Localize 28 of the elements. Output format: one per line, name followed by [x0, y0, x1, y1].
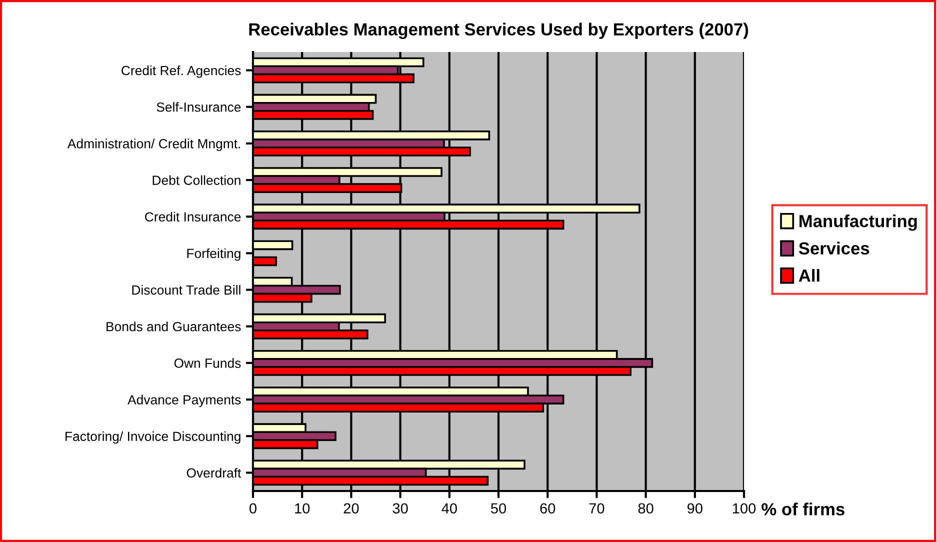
legend-label: Manufacturing	[800, 214, 917, 231]
y-tick-label: Debt Collection	[152, 175, 240, 185]
y-tick-label: Administration/ Credit Mngmt.	[67, 138, 240, 151]
y-tick-label: Forfeiting	[187, 248, 240, 261]
x-tick-label: 10	[295, 503, 310, 514]
y-tick-label: Credit Insurance	[145, 212, 241, 222]
y-tick-label: Advance Payments	[128, 394, 241, 408]
chart-title: Receivables Management Services Used by Exporters (2007)	[249, 22, 748, 40]
y-tick-label: Discount Trade Bill	[132, 285, 240, 295]
y-tick-label: Self-Insurance	[156, 102, 241, 112]
y-tick-label: Credit Ref. Agencies	[122, 66, 241, 78]
x-tick-label: 90	[687, 503, 702, 514]
x-tick-label: 20	[344, 503, 359, 514]
x-tick-label: 30	[392, 503, 408, 514]
x-tick-label: 60	[540, 503, 556, 514]
legend-label: Services	[798, 242, 870, 255]
y-tick-label: Bonds and Guarantees	[106, 322, 241, 332]
x-tick-label: 50	[490, 503, 506, 514]
x-tick-label: 100	[732, 503, 756, 514]
legend-label: All	[798, 269, 820, 282]
x-tick-label: 70	[589, 503, 604, 514]
x-tick-label: 0	[250, 503, 256, 514]
x-tick-label: 40	[442, 503, 457, 514]
y-tick-label: Factoring/ Invoice Discounting	[66, 431, 240, 444]
x-tick-label: 80	[638, 503, 654, 514]
y-tick-label: Own Funds	[174, 358, 241, 368]
x-axis-title: % of firms	[762, 502, 844, 516]
y-tick-label: Overdraft	[186, 468, 242, 478]
